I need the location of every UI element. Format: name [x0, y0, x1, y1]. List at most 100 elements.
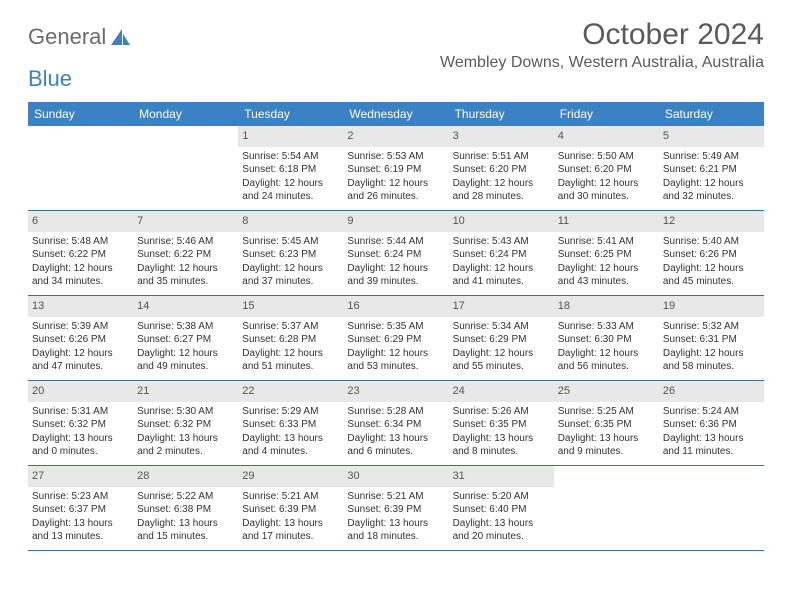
sunset-line: Sunset: 6:34 PM: [347, 418, 444, 432]
logo-text-1: General: [28, 24, 106, 50]
sunset-line: Sunset: 6:38 PM: [137, 503, 234, 517]
day-cell: 21Sunrise: 5:30 AMSunset: 6:32 PMDayligh…: [133, 381, 238, 465]
day-cell: 22Sunrise: 5:29 AMSunset: 6:33 PMDayligh…: [238, 381, 343, 465]
day-cell: 4Sunrise: 5:50 AMSunset: 6:20 PMDaylight…: [554, 126, 659, 210]
day-number: 5: [659, 126, 764, 147]
sunset-line: Sunset: 6:19 PM: [347, 163, 444, 177]
day-cell: 29 Sunrise: 5:21 AMSunset: 6:39 PMDayligh…: [238, 466, 343, 550]
day-number: 21: [133, 381, 238, 402]
sunrise-line: Sunrise: 5:32 AM: [663, 320, 760, 334]
sunrise-line: Sunrise: 5:20 AM: [453, 490, 550, 504]
calendar-week: 27Sunrise: 5:23 AMSunset: 6:37 PMDayligh…: [28, 466, 764, 551]
sunset-line: Sunset: 6:22 PM: [32, 248, 129, 262]
daylight-line: Daylight: 12 hours and 35 minutes.: [137, 262, 234, 289]
sunset-line: Sunset: 6:36 PM: [663, 418, 760, 432]
calendar-week: 1Sunrise: 5:54 AMSunset: 6:18 PMDaylight…: [28, 126, 764, 211]
sunrise-line: Sunrise: 5:31 AM: [32, 405, 129, 419]
day-cell: 2Sunrise: 5:53 AMSunset: 6:19 PMDaylight…: [343, 126, 448, 210]
day-number: 22: [238, 381, 343, 402]
day-number: 9: [343, 211, 448, 232]
day-number: 29: [238, 466, 343, 487]
day-cell: 31Sunrise: 5:20 AMSunset: 6:40 PMDayligh…: [449, 466, 554, 550]
sunrise-line: Sunrise: 5:24 AM: [663, 405, 760, 419]
day-cell: 19Sunrise: 5:32 AMSunset: 6:31 PMDayligh…: [659, 296, 764, 380]
sunset-line: Sunset: 6:29 PM: [453, 333, 550, 347]
daylight-line: Daylight: 13 hours and 17 minutes.: [242, 517, 339, 544]
day-number: 16: [343, 296, 448, 317]
day-cell: 23Sunrise: 5:28 AMSunset: 6:34 PMDayligh…: [343, 381, 448, 465]
sunrise-line: Sunrise: 5:40 AM: [663, 235, 760, 249]
sunset-line: Sunset: 6:39 PM: [242, 503, 339, 517]
sunset-line: Sunset: 6:39 PM: [347, 503, 444, 517]
sunrise-line: Sunrise: 5:33 AM: [558, 320, 655, 334]
daylight-line: Daylight: 12 hours and 43 minutes.: [558, 262, 655, 289]
location: Wembley Downs, Western Australia, Austra…: [440, 54, 764, 72]
day-number: 8: [238, 211, 343, 232]
sunset-line: Sunset: 6:33 PM: [242, 418, 339, 432]
day-number: 10: [449, 211, 554, 232]
day-number: 1: [238, 126, 343, 147]
sunrise-line: Sunrise: 5:21 AM: [242, 490, 339, 504]
day-cell: 14Sunrise: 5:38 AMSunset: 6:27 PMDayligh…: [133, 296, 238, 380]
sunset-line: Sunset: 6:35 PM: [558, 418, 655, 432]
day-cell: 25Sunrise: 5:25 AMSunset: 6:35 PMDayligh…: [554, 381, 659, 465]
calendar-week: 20Sunrise: 5:31 AMSunset: 6:32 PMDayligh…: [28, 381, 764, 466]
daylight-line: Daylight: 13 hours and 20 minutes.: [453, 517, 550, 544]
daylight-line: Daylight: 13 hours and 11 minutes.: [663, 432, 760, 459]
calendar: Sunday Monday Tuesday Wednesday Thursday…: [28, 102, 764, 551]
day-cell: 17Sunrise: 5:34 AMSunset: 6:29 PMDayligh…: [449, 296, 554, 380]
day-cell: 6Sunrise: 5:48 AMSunset: 6:22 PMDaylight…: [28, 211, 133, 295]
sunrise-line: Sunrise: 5:46 AM: [137, 235, 234, 249]
day-cell: 3Sunrise: 5:51 AMSunset: 6:20 PMDaylight…: [449, 126, 554, 210]
sunrise-line: Sunrise: 5:34 AM: [453, 320, 550, 334]
weeks-container: 1Sunrise: 5:54 AMSunset: 6:18 PMDaylight…: [28, 126, 764, 551]
weekday-thursday: Thursday: [449, 102, 554, 126]
sunrise-line: Sunrise: 5:48 AM: [32, 235, 129, 249]
day-number: 20: [28, 381, 133, 402]
weekday-tuesday: Tuesday: [238, 102, 343, 126]
daylight-line: Daylight: 13 hours and 4 minutes.: [242, 432, 339, 459]
sunset-line: Sunset: 6:30 PM: [558, 333, 655, 347]
sunrise-line: Sunrise: 5:39 AM: [32, 320, 129, 334]
sunrise-line: Sunrise: 5:26 AM: [453, 405, 550, 419]
sunset-line: Sunset: 6:20 PM: [558, 163, 655, 177]
sunrise-line: Sunrise: 5:37 AM: [242, 320, 339, 334]
day-cell: 24Sunrise: 5:26 AMSunset: 6:35 PMDayligh…: [449, 381, 554, 465]
weekday-monday: Monday: [133, 102, 238, 126]
daylight-line: Daylight: 13 hours and 0 minutes.: [32, 432, 129, 459]
day-number: 7: [133, 211, 238, 232]
sunrise-line: Sunrise: 5:22 AM: [137, 490, 234, 504]
day-number: 4: [554, 126, 659, 147]
sunrise-line: Sunrise: 5:49 AM: [663, 150, 760, 164]
sunrise-line: Sunrise: 5:25 AM: [558, 405, 655, 419]
sunset-line: Sunset: 6:18 PM: [242, 163, 339, 177]
day-number: 11: [554, 211, 659, 232]
day-cell: 8Sunrise: 5:45 AMSunset: 6:23 PMDaylight…: [238, 211, 343, 295]
weekday-saturday: Saturday: [659, 102, 764, 126]
daylight-line: Daylight: 12 hours and 28 minutes.: [453, 177, 550, 204]
calendar-page: General October 2024 Wembley Downs, West…: [0, 0, 792, 551]
daylight-line: Daylight: 12 hours and 45 minutes.: [663, 262, 760, 289]
weekday-friday: Friday: [554, 102, 659, 126]
sunset-line: Sunset: 6:21 PM: [663, 163, 760, 177]
sunset-line: Sunset: 6:20 PM: [453, 163, 550, 177]
day-cell: 27Sunrise: 5:23 AMSunset: 6:37 PMDayligh…: [28, 466, 133, 550]
weekday-wednesday: Wednesday: [343, 102, 448, 126]
daylight-line: Daylight: 12 hours and 26 minutes.: [347, 177, 444, 204]
sunrise-line: Sunrise: 5:30 AM: [137, 405, 234, 419]
day-number: 31: [449, 466, 554, 487]
day-cell: 18Sunrise: 5:33 AMSunset: 6:30 PMDayligh…: [554, 296, 659, 380]
sunset-line: Sunset: 6:25 PM: [558, 248, 655, 262]
daylight-line: Daylight: 12 hours and 32 minutes.: [663, 177, 760, 204]
daylight-line: Daylight: 12 hours and 24 minutes.: [242, 177, 339, 204]
daylight-line: Daylight: 12 hours and 47 minutes.: [32, 347, 129, 374]
logo-sail-icon: [110, 28, 132, 46]
day-number: 3: [449, 126, 554, 147]
day-number: 24: [449, 381, 554, 402]
weekday-header: Sunday Monday Tuesday Wednesday Thursday…: [28, 102, 764, 126]
sunset-line: Sunset: 6:29 PM: [347, 333, 444, 347]
day-number: 26: [659, 381, 764, 402]
sunrise-line: Sunrise: 5:50 AM: [558, 150, 655, 164]
day-cell: 7Sunrise: 5:46 AMSunset: 6:22 PMDaylight…: [133, 211, 238, 295]
daylight-line: Daylight: 12 hours and 58 minutes.: [663, 347, 760, 374]
